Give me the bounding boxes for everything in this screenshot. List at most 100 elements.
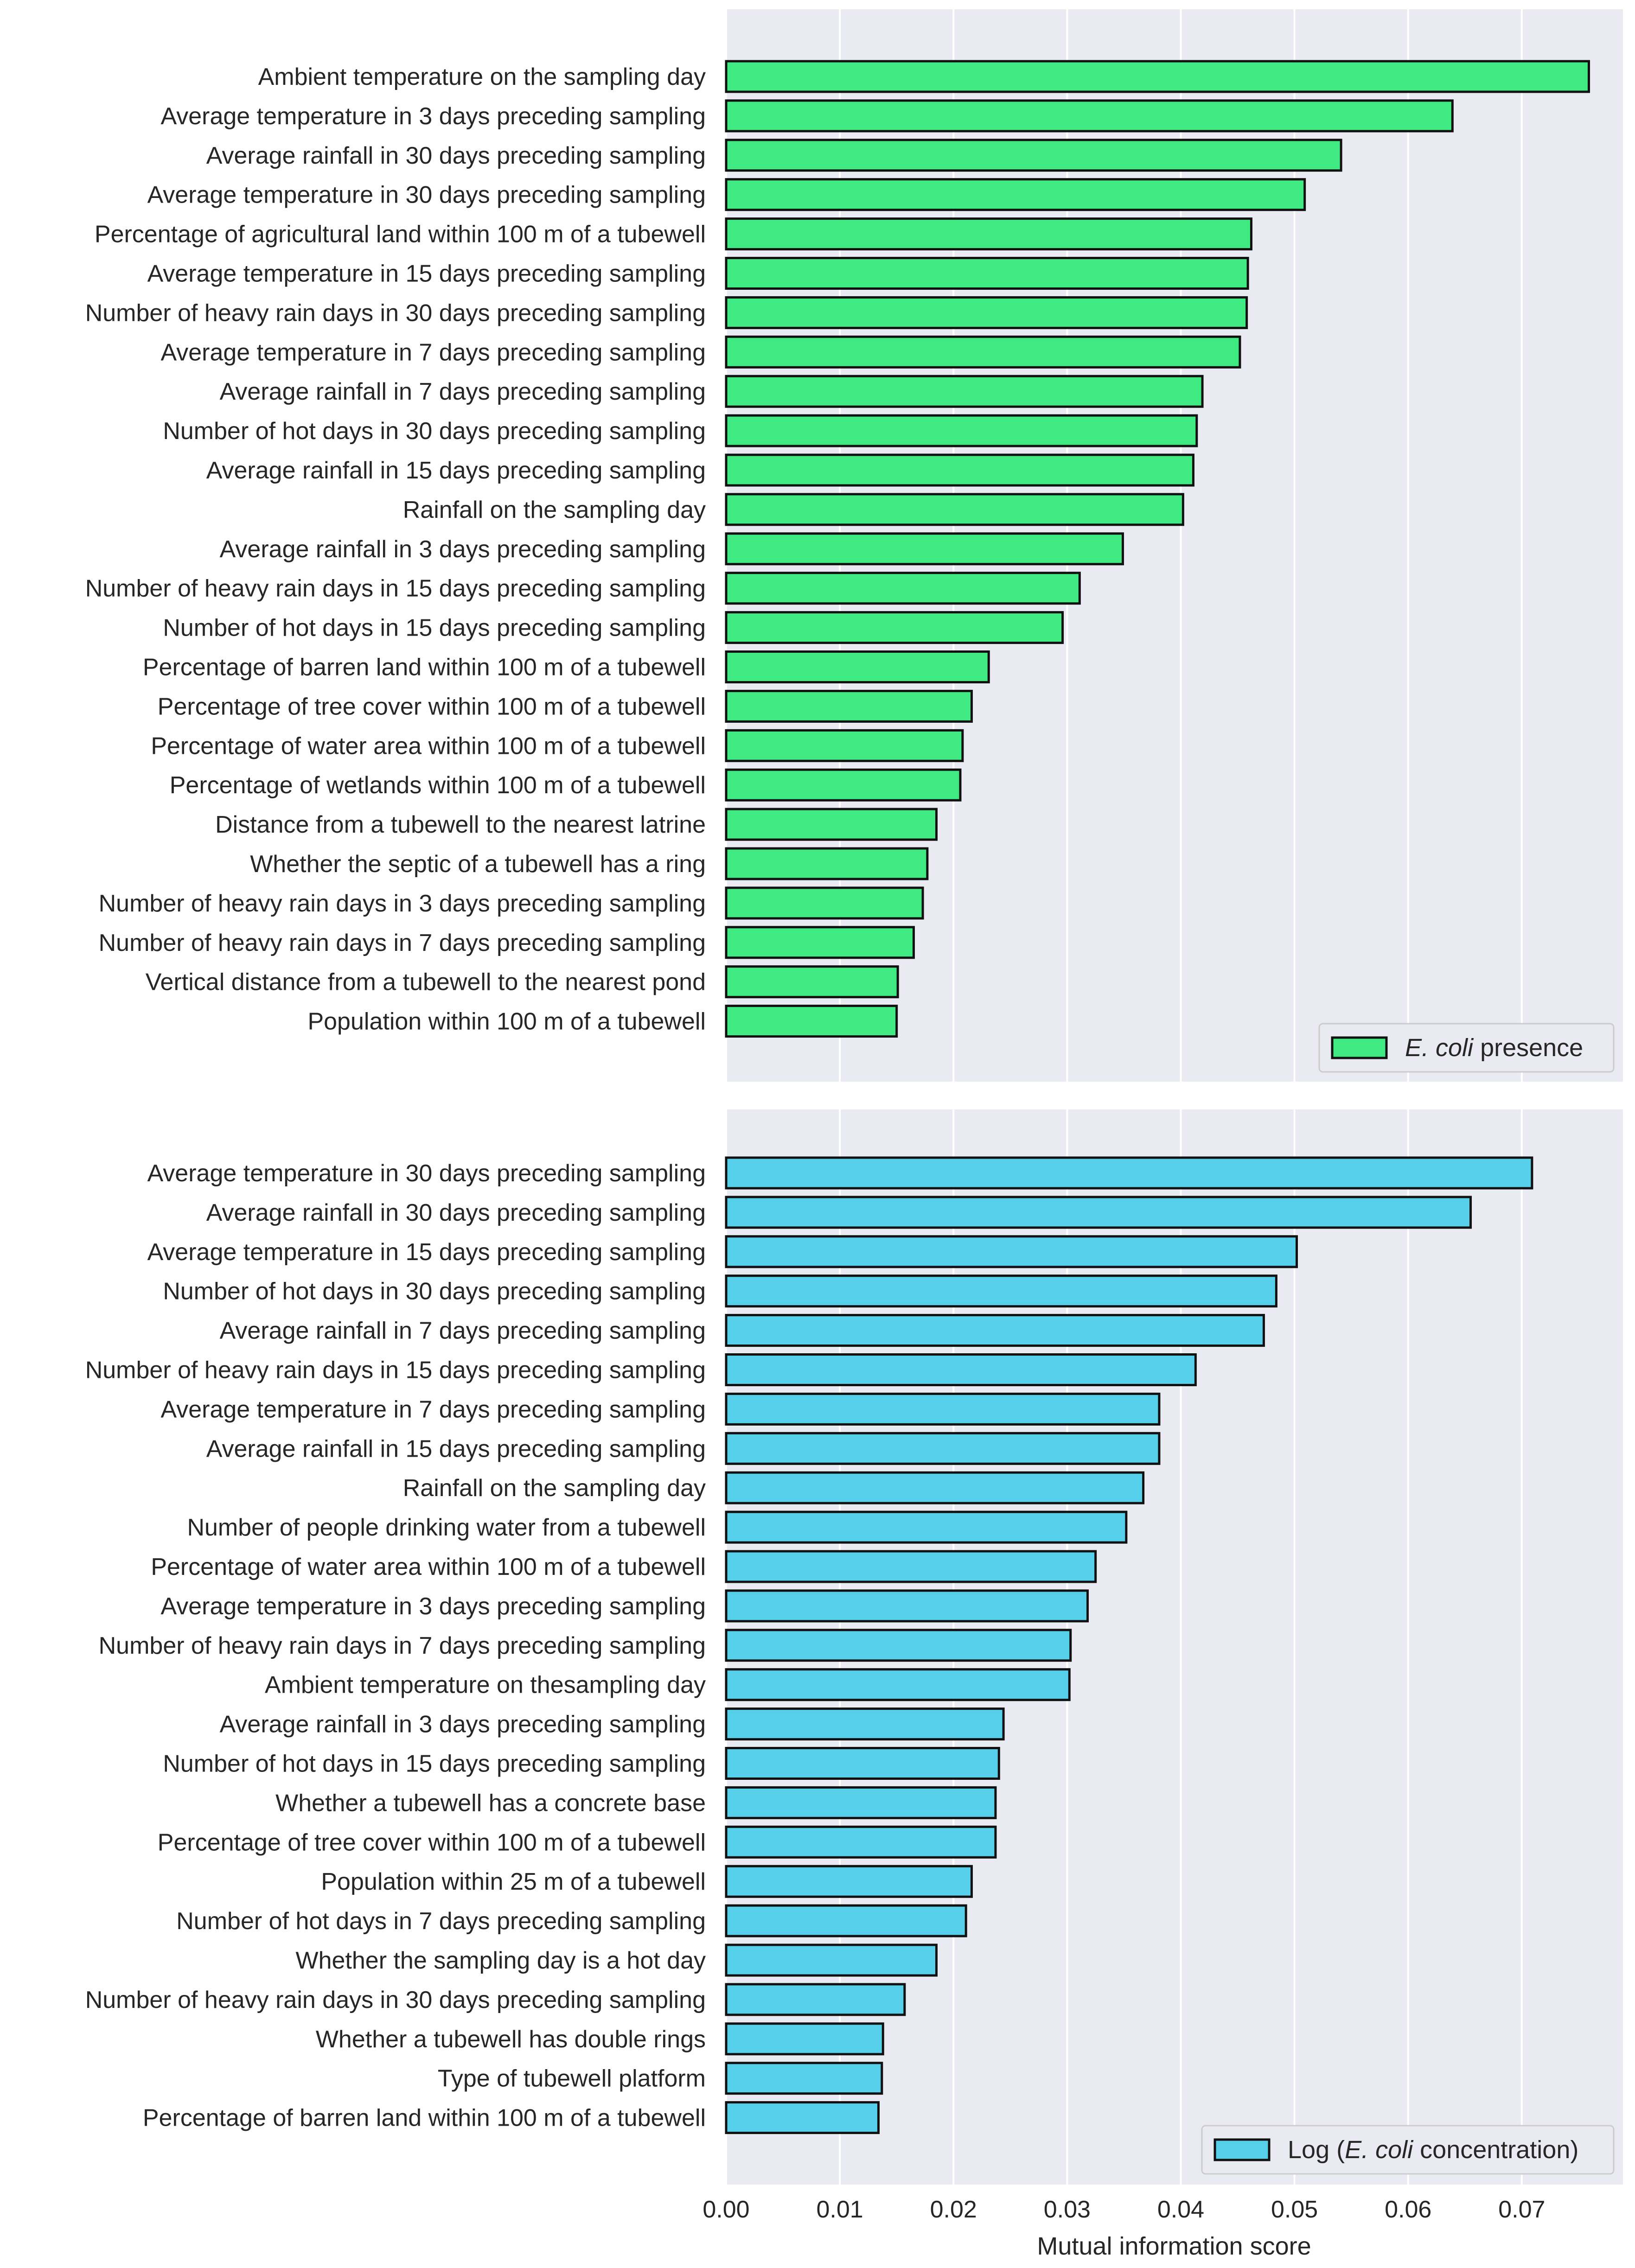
y-tick-label: Average temperature in 15 days preceding… — [147, 1239, 706, 1266]
panel-ecoli-presence: Ambient temperature on the sampling day A… — [85, 9, 1623, 1082]
y-tick-label: Average rainfall in 15 days preceding sa… — [206, 457, 706, 484]
bar — [725, 1707, 1005, 1741]
legend: E. coli presence — [1318, 1023, 1615, 1073]
legend-label-suffix: presence — [1473, 1034, 1583, 1062]
y-tick-label: Average rainfall in 30 days preceding sa… — [206, 142, 706, 169]
y-tick-label: Number of hot days in 30 days preceding … — [163, 418, 706, 445]
bar — [725, 926, 915, 959]
y-tick-label: Population within 100 m of a tubewell — [307, 1008, 706, 1035]
bar — [725, 572, 1081, 605]
y-tick-label: Number of hot days in 7 days preceding s… — [176, 1908, 706, 1935]
legend-swatch — [1213, 2138, 1271, 2161]
y-tick-label: Rainfall on the sampling day — [403, 497, 706, 523]
bar — [725, 689, 973, 723]
bar — [725, 886, 924, 920]
y-tick-label: Percentage of tree cover within 100 m of… — [158, 1829, 706, 1856]
y-tick-label: Whether a tubewell has double rings — [316, 2026, 706, 2053]
x-tick-label: 0.01 — [817, 2196, 863, 2223]
y-tick-label: Average rainfall in 3 days preceding sam… — [220, 1711, 706, 1738]
y-tick-label: Population within 25 m of a tubewell — [321, 1868, 706, 1895]
y-tick-label: Vertical distance from a tubewell to the… — [146, 969, 706, 996]
y-tick-label: Percentage of agricultural land within 1… — [95, 221, 706, 248]
x-axis: 0.00 0.01 0.02 0.03 0.04 0.05 0.06 0.07 — [703, 2196, 1545, 2223]
y-tick-label: Average temperature in 7 days preceding … — [160, 1396, 706, 1423]
y-tick-label: Average temperature in 15 days preceding… — [147, 261, 706, 287]
bar — [725, 1353, 1197, 1386]
bar — [725, 1314, 1265, 1347]
y-tick-label: Percentage of wetlands within 100 m of a… — [170, 772, 706, 799]
y-tick-label: Average temperature in 30 days preceding… — [147, 1160, 706, 1187]
y-tick-label: Average rainfall in 7 days preceding sam… — [220, 1318, 706, 1344]
bar — [725, 1747, 1000, 1780]
bar — [725, 1943, 938, 1977]
bar — [725, 729, 964, 762]
y-tick-label: Average temperature in 7 days preceding … — [160, 339, 706, 366]
bar — [725, 1235, 1298, 1268]
x-tick-label: 0.02 — [930, 2196, 977, 2223]
y-tick-label: Average rainfall in 15 days preceding sa… — [206, 1435, 706, 1462]
bar — [725, 1983, 906, 2016]
legend-label-prefix: Log ( — [1288, 2136, 1345, 2164]
y-tick-label: Number of people drinking water from a t… — [187, 1514, 706, 1541]
x-tick-label: 0.06 — [1385, 2196, 1431, 2223]
y-tick-label: Type of tubewell platform — [438, 2065, 706, 2092]
y-tick-label: Whether a tubewell has a concrete base — [275, 1790, 706, 1816]
y-tick-label: Average temperature in 30 days preceding… — [147, 182, 706, 209]
bar — [725, 1005, 898, 1038]
legend-box — [1201, 2125, 1615, 2175]
legend-box — [1318, 1023, 1615, 1073]
bar — [725, 1550, 1097, 1583]
y-tick-label: Ambient temperature on thesampling day — [265, 1672, 706, 1699]
bar — [725, 414, 1198, 447]
bar — [725, 257, 1249, 290]
y-tick-label: Average rainfall in 3 days preceding sam… — [220, 536, 706, 563]
bar — [725, 453, 1194, 487]
y-tick-label: Percentage of water area within 100 m of… — [151, 1554, 706, 1580]
bar — [725, 768, 962, 802]
y-tick-label: Average rainfall in 30 days preceding sa… — [206, 1199, 706, 1226]
bar — [725, 1825, 997, 1859]
y-tick-label: Average temperature in 3 days preceding … — [160, 1593, 706, 1620]
bar — [725, 2022, 884, 2056]
bar — [725, 296, 1248, 329]
bar — [725, 1196, 1472, 1229]
panel-ecoli-concentration: Average temperature in 30 days preceding… — [85, 1109, 1623, 2185]
y-tick-label: Number of hot days in 15 days preceding … — [163, 1751, 706, 1777]
bar — [725, 99, 1454, 133]
y-tick-label: Percentage of tree cover within 100 m of… — [158, 693, 706, 720]
bar — [725, 1432, 1161, 1465]
bar — [725, 965, 899, 999]
x-tick-label: 0.04 — [1157, 2196, 1204, 2223]
bar — [725, 60, 1590, 93]
legend-label-suffix: concentration) — [1413, 2136, 1578, 2164]
x-tick-label: 0.00 — [703, 2196, 749, 2223]
y-tick-label: Rainfall on the sampling day — [403, 1475, 706, 1502]
y-tick-label: Average rainfall in 7 days preceding sam… — [220, 378, 706, 405]
bar — [725, 650, 990, 683]
legend: Log (E. coli concentration) — [1201, 2125, 1615, 2175]
bar — [725, 611, 1064, 644]
y-tick-label: Distance from a tubewell to the nearest … — [215, 811, 706, 838]
bar — [725, 1904, 967, 1937]
bar — [725, 139, 1342, 172]
legend-swatch — [1331, 1036, 1388, 1059]
bar — [725, 217, 1252, 251]
y-tick-label: Number of heavy rain days in 15 days pre… — [85, 1357, 706, 1384]
bar — [725, 1274, 1277, 1308]
x-tick-label: 0.07 — [1498, 2196, 1545, 2223]
bar — [725, 1865, 973, 1898]
bar — [725, 1392, 1161, 1426]
x-tick-label: 0.05 — [1271, 2196, 1318, 2223]
bar — [725, 2101, 880, 2134]
bar — [725, 808, 938, 841]
legend-label-italic: E. coli — [1405, 1034, 1474, 1062]
y-tick-label: Percentage of water area within 100 m of… — [151, 733, 706, 759]
bar — [725, 1156, 1533, 1190]
legend-label-italic: E. coli — [1345, 2136, 1414, 2164]
y-tick-label: Number of heavy rain days in 15 days pre… — [85, 575, 706, 602]
bar — [725, 375, 1204, 408]
bar — [725, 335, 1241, 369]
bar — [725, 1668, 1071, 1701]
bar — [725, 1510, 1128, 1544]
y-tick-label: Whether the septic of a tubewell has a r… — [250, 851, 706, 878]
